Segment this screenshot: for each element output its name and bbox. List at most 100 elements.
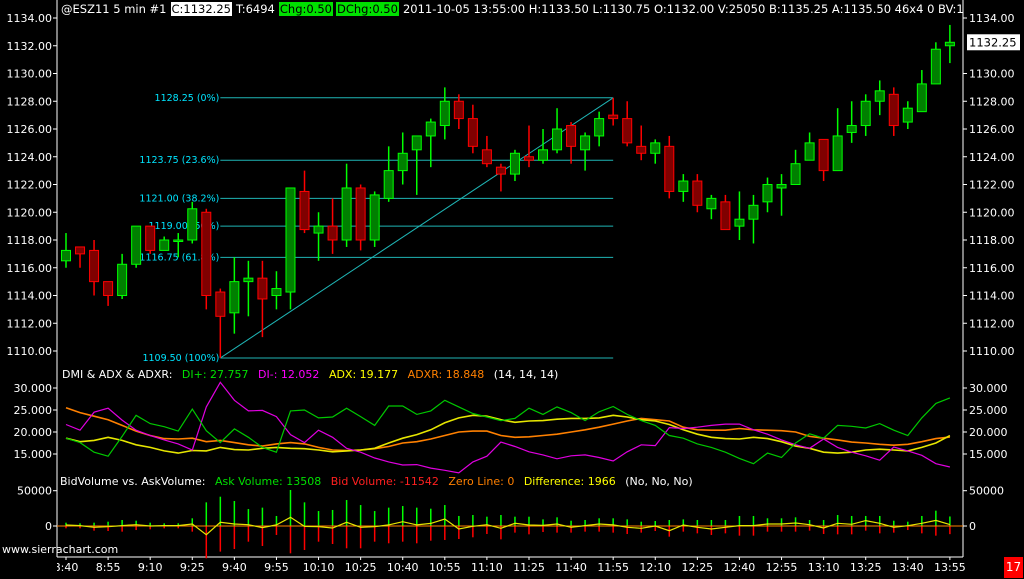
time-axis-label: 12:25 [681, 561, 713, 574]
candle-body [916, 83, 927, 113]
price-axis-label-right: 1122.00 [969, 179, 1015, 192]
candle-body [832, 135, 843, 172]
volume-params: (No, No, No) [625, 475, 693, 488]
candle-body [790, 163, 801, 185]
dmi-axis-label-right: 20.000 [969, 426, 1008, 439]
candle-body [902, 107, 913, 123]
candle-body [650, 142, 661, 154]
candle-body [75, 246, 86, 255]
candle-down [215, 288, 226, 358]
header-field: T:6494 [235, 2, 275, 16]
candle-body [594, 118, 605, 137]
candle-down [467, 104, 478, 154]
volume-axis-label-right: 50000 [969, 485, 1004, 498]
candle-body [243, 277, 254, 283]
candle-down [299, 170, 310, 234]
candle-up [594, 111, 605, 147]
candle-body [103, 281, 114, 296]
alert-count-badge[interactable]: 17 [1004, 557, 1023, 578]
dmi-axis-label-right: 25.000 [969, 404, 1008, 417]
candle-body [215, 291, 226, 317]
time-axis-label: 10:40 [387, 561, 419, 574]
price-axis-label-left: 1134.00 [7, 12, 53, 25]
price-axis-label-left: 1114.00 [7, 290, 53, 303]
price-axis-label-right: 1112.00 [969, 317, 1015, 330]
candle-down [608, 97, 619, 126]
candle-body [930, 48, 941, 85]
candle-body [818, 138, 829, 172]
time-axis-label: 9:40 [222, 561, 247, 574]
fib-level-label: 1119.00 (50%) [148, 221, 219, 232]
candle-body [327, 225, 338, 241]
candle-body [706, 197, 717, 210]
candle-down [103, 281, 114, 306]
fib-level-label: 1121.00 (38.2%) [139, 193, 219, 204]
sierrachart-watermark: www.sierrachart.com [2, 543, 119, 556]
candle-body [145, 225, 156, 251]
candle-down [818, 138, 829, 182]
candle-body [117, 263, 128, 296]
volume-legend-ask: Ask Volume: 13508 [214, 475, 322, 488]
time-axis-label: 11:25 [513, 561, 545, 574]
candle-body [299, 190, 310, 231]
time-axis-label: 11:40 [555, 561, 587, 574]
time-axis-label: 13:10 [808, 561, 840, 574]
time-axis-label: 10:25 [345, 561, 377, 574]
price-axis-label-left: 1124.00 [7, 151, 53, 164]
volume-legend-bid: Bid Volume: -11542 [330, 475, 439, 488]
candle-body [523, 156, 534, 161]
candle-up [776, 174, 787, 216]
candle-body [495, 166, 506, 175]
fib-level-label: 1109.50 (100%) [142, 353, 219, 364]
header-field: C:1132.25 [170, 2, 232, 16]
price-axis-label-left: 1130.00 [7, 68, 53, 81]
candle-body [636, 145, 647, 154]
candle-body [229, 281, 240, 314]
candle-up [313, 212, 324, 261]
volume-axis-label-left: 50000 [17, 485, 52, 498]
price-axis-label-left: 1112.00 [7, 317, 53, 330]
time-axis-label: 12:10 [639, 561, 671, 574]
last-price-marker [967, 34, 1020, 51]
candle-up [369, 191, 380, 247]
candle-up [916, 70, 927, 113]
candle-up [762, 177, 773, 213]
candle-up [131, 225, 142, 268]
di-plus-line [65, 397, 951, 465]
candle-up [790, 149, 801, 185]
candle-up [243, 260, 254, 317]
candle-down [692, 174, 703, 213]
time-axis-label: 11:10 [471, 561, 503, 574]
candle-down [355, 184, 366, 251]
time-axis-label: 9:55 [264, 561, 289, 574]
price-axis-label-right: 1134.00 [969, 12, 1015, 25]
candle-down [566, 122, 577, 164]
candle-up [804, 132, 815, 161]
candle-body [622, 118, 633, 144]
candle-down [720, 194, 731, 231]
candle-body [678, 180, 689, 192]
price-axis-label-right: 1116.00 [969, 262, 1015, 275]
price-axis-label-left: 1118.00 [7, 234, 53, 247]
time-axis-label: 12:40 [724, 561, 756, 574]
di-minus-line [65, 381, 951, 474]
price-axis-label-left: 1116.00 [7, 262, 53, 275]
price-axis-label-right: 1124.00 [969, 151, 1015, 164]
candle-up [285, 187, 296, 310]
candle-down [523, 125, 534, 168]
fib-level-label: 1128.25 (0%) [155, 93, 220, 104]
candle-up [229, 257, 240, 334]
fib-trend-line[interactable] [220, 97, 614, 359]
candle-down [664, 135, 675, 199]
candle-down [888, 87, 899, 136]
candle-body [271, 288, 282, 296]
candle-up [187, 201, 198, 244]
candle-down [636, 125, 647, 161]
volume-title: BidVolume vs. AskVolume: [60, 475, 206, 488]
candle-body [580, 135, 591, 151]
candle-up [173, 233, 184, 258]
candle-down [201, 208, 212, 310]
price-axis-label-right: 1110.00 [969, 345, 1015, 358]
time-axis-label: 13:55 [934, 561, 966, 574]
